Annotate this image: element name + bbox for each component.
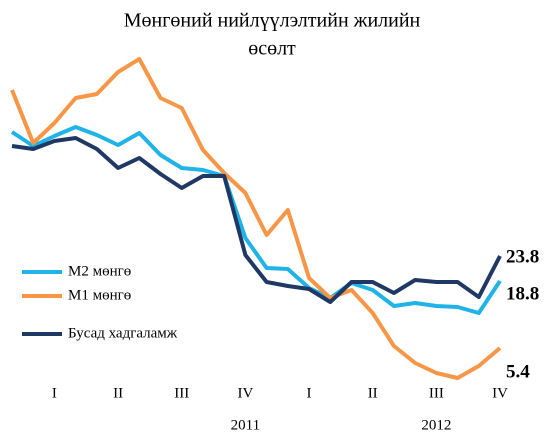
end-label: 23.8: [506, 246, 539, 267]
x-tick-label: IV: [237, 385, 253, 401]
chart-title: өсөлт: [248, 38, 296, 60]
group-label: 2011: [231, 417, 260, 433]
x-tick-label: I: [307, 385, 312, 401]
series-line: [11, 136, 502, 304]
x-tick-label: III: [174, 385, 189, 401]
end-label: 5.4: [506, 361, 530, 382]
x-tick-label: I: [52, 385, 57, 401]
chart-title: Мөнгөний нийлүүлэлтийн жилийн: [124, 10, 421, 32]
x-tick-label: II: [113, 385, 123, 401]
group-label: 2012: [421, 417, 451, 433]
x-tick-label: IV: [492, 385, 508, 401]
series-line: [10, 125, 502, 315]
x-tick-label: II: [368, 385, 378, 401]
end-label: 18.8: [506, 283, 539, 304]
legend-label: M1 мөнгө: [68, 287, 131, 303]
x-tick-label: III: [429, 385, 444, 401]
series-line: [10, 57, 502, 380]
legend-label: Бусад хадгаламж: [68, 325, 178, 341]
legend-label: M2 мөнгө: [68, 263, 131, 279]
